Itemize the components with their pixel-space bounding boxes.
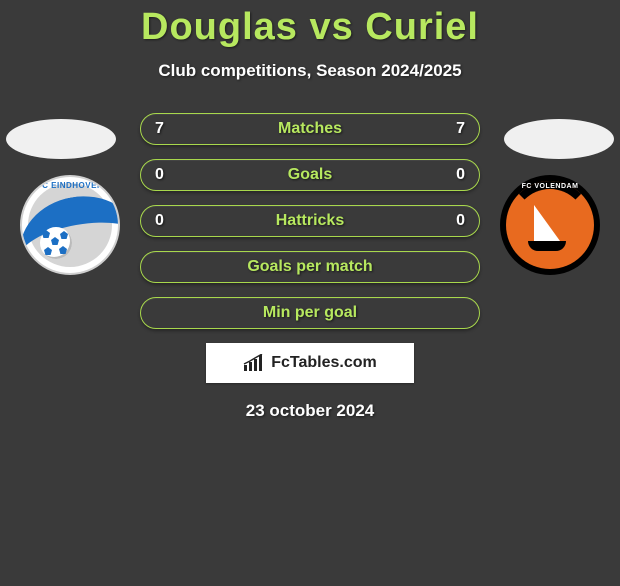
- player-right-silhouette: [504, 119, 614, 159]
- team-left-badge: FC EINDHOVEN: [20, 175, 120, 275]
- stat-label: Hattricks: [276, 212, 344, 230]
- stat-left-value: 0: [155, 206, 164, 236]
- team-left-badge-text: FC EINDHOVEN: [22, 181, 118, 190]
- stat-row-matches: 7 Matches 7: [140, 113, 480, 145]
- subtitle: Club competitions, Season 2024/2025: [0, 61, 620, 81]
- stat-left-value: 7: [155, 114, 164, 144]
- page-title: Douglas vs Curiel: [0, 6, 620, 49]
- bar-chart-icon: [243, 354, 265, 372]
- stat-right-value: 7: [456, 114, 465, 144]
- stat-label: Goals: [288, 166, 332, 184]
- stat-row-hattricks: 0 Hattricks 0: [140, 205, 480, 237]
- stat-label: Goals per match: [247, 258, 372, 276]
- team-right-badge: FC VOLENDAM: [500, 175, 600, 275]
- stat-right-value: 0: [456, 160, 465, 190]
- stat-right-value: 0: [456, 206, 465, 236]
- brand-text: FcTables.com: [271, 354, 377, 372]
- stat-row-goals: 0 Goals 0: [140, 159, 480, 191]
- date-label: 23 october 2024: [0, 401, 620, 421]
- stat-left-value: 0: [155, 160, 164, 190]
- stat-row-min-per-goal: Min per goal: [140, 297, 480, 329]
- brand-attribution: FcTables.com: [206, 343, 414, 383]
- team-right-badge-text: FC VOLENDAM: [500, 183, 600, 190]
- stat-row-goals-per-match: Goals per match: [140, 251, 480, 283]
- stat-rows: 7 Matches 7 0 Goals 0 0 Hattricks 0 Goal…: [140, 113, 480, 329]
- comparison-panel: FC EINDHOVEN FC VOLENDAM 7 Matches 7 0 G…: [0, 113, 620, 421]
- player-left-silhouette: [6, 119, 116, 159]
- stat-label: Min per goal: [263, 304, 357, 322]
- stat-label: Matches: [278, 120, 342, 138]
